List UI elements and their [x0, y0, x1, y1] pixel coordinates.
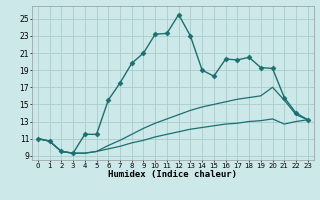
X-axis label: Humidex (Indice chaleur): Humidex (Indice chaleur)	[108, 170, 237, 179]
